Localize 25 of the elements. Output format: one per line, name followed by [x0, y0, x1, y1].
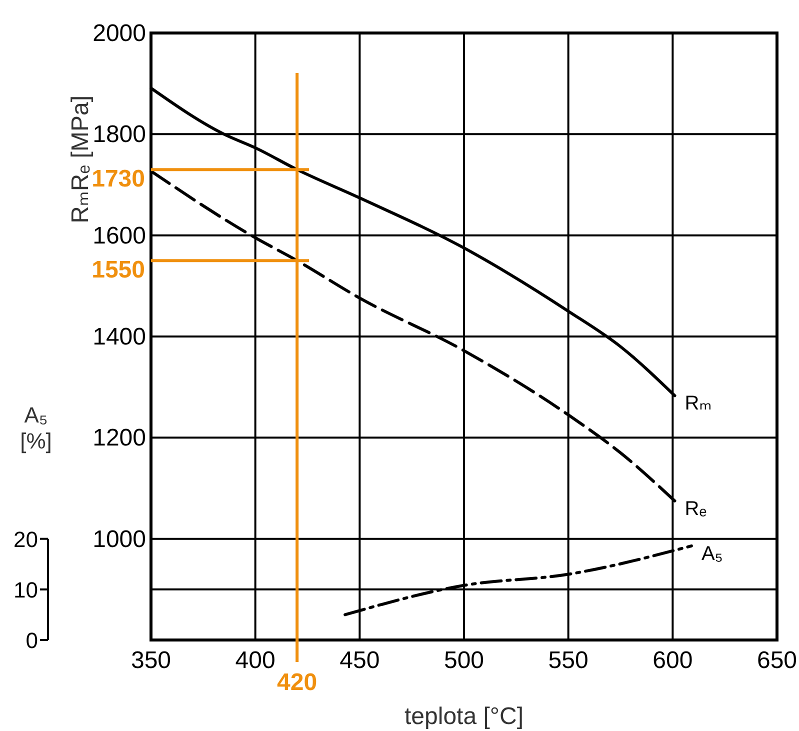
y-axis-title: RₘRₑ [MPa] — [67, 96, 94, 224]
y-tick-label: 1800 — [92, 121, 146, 148]
x-tick-label: 450 — [340, 647, 380, 674]
y2-axis-title: A₅ [%] — [20, 402, 52, 454]
x-tick-label: 550 — [548, 647, 588, 674]
y2-tick-label: 20 — [14, 526, 38, 552]
x-tick-label: 500 — [444, 647, 484, 674]
series-label: Rₑ — [684, 498, 707, 520]
x-tick-label: 400 — [235, 647, 276, 674]
x-tick-label: 650 — [756, 647, 798, 674]
y-tick-label: 2000 — [92, 20, 146, 47]
y2-tick-label: 10 — [14, 577, 38, 602]
x-axis-title: teplota [°C] — [404, 703, 524, 730]
ref-line-label: 420 — [277, 669, 318, 696]
y-tick-label: 1600 — [92, 222, 146, 250]
y2-tick-label: 0 — [26, 628, 38, 653]
ref-line-label: 1730 — [92, 166, 145, 193]
x-tick-label: 600 — [652, 647, 693, 674]
ref-line-label: 1550 — [92, 256, 145, 284]
series-label: A₅ — [701, 542, 723, 565]
y-tick-label: 1400 — [92, 324, 146, 350]
x-tick-label: 350 — [130, 647, 172, 674]
series-label: Rₘ — [684, 392, 712, 415]
y-tick-label: 1200 — [92, 424, 146, 452]
y-tick-label: 1000 — [92, 526, 146, 553]
